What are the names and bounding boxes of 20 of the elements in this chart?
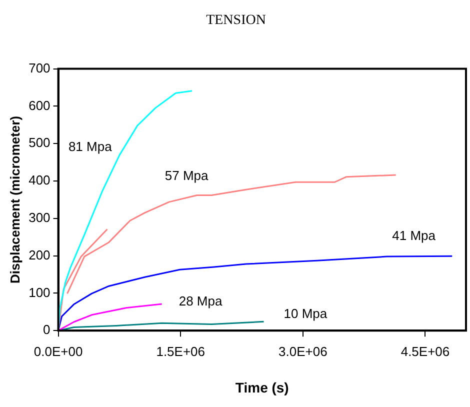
series-label: 28 Mpa [178, 294, 223, 309]
x-axis-title: Time (s) [235, 379, 289, 396]
series-label: 10 Mpa [284, 306, 328, 322]
y-tick-label: 300 [28, 210, 50, 225]
series-label: 41 Mpa [392, 228, 436, 243]
y-tick-label: 0 [43, 322, 50, 338]
series-label: 81 Mpa [68, 138, 113, 154]
y-tick-label: 500 [28, 135, 50, 150]
y-tick-label: 200 [28, 247, 50, 262]
x-tick-label: 4.5E+06 [400, 344, 450, 359]
x-tick-label: 3.0E+06 [278, 344, 328, 359]
y-tick-label: 700 [28, 60, 50, 76]
y-tick-label: 400 [28, 172, 50, 188]
x-tick-label: 0.0E+00 [34, 344, 83, 359]
series-label: 57 Mpa [164, 168, 210, 183]
chart-title: TENSION [206, 13, 266, 28]
y-axis-title: Displacement (micrometer) [7, 116, 22, 284]
y-tick-label: 600 [28, 98, 50, 113]
y-tick-label: 100 [28, 284, 50, 300]
x-tick-label: 1.5E+06 [156, 344, 205, 359]
